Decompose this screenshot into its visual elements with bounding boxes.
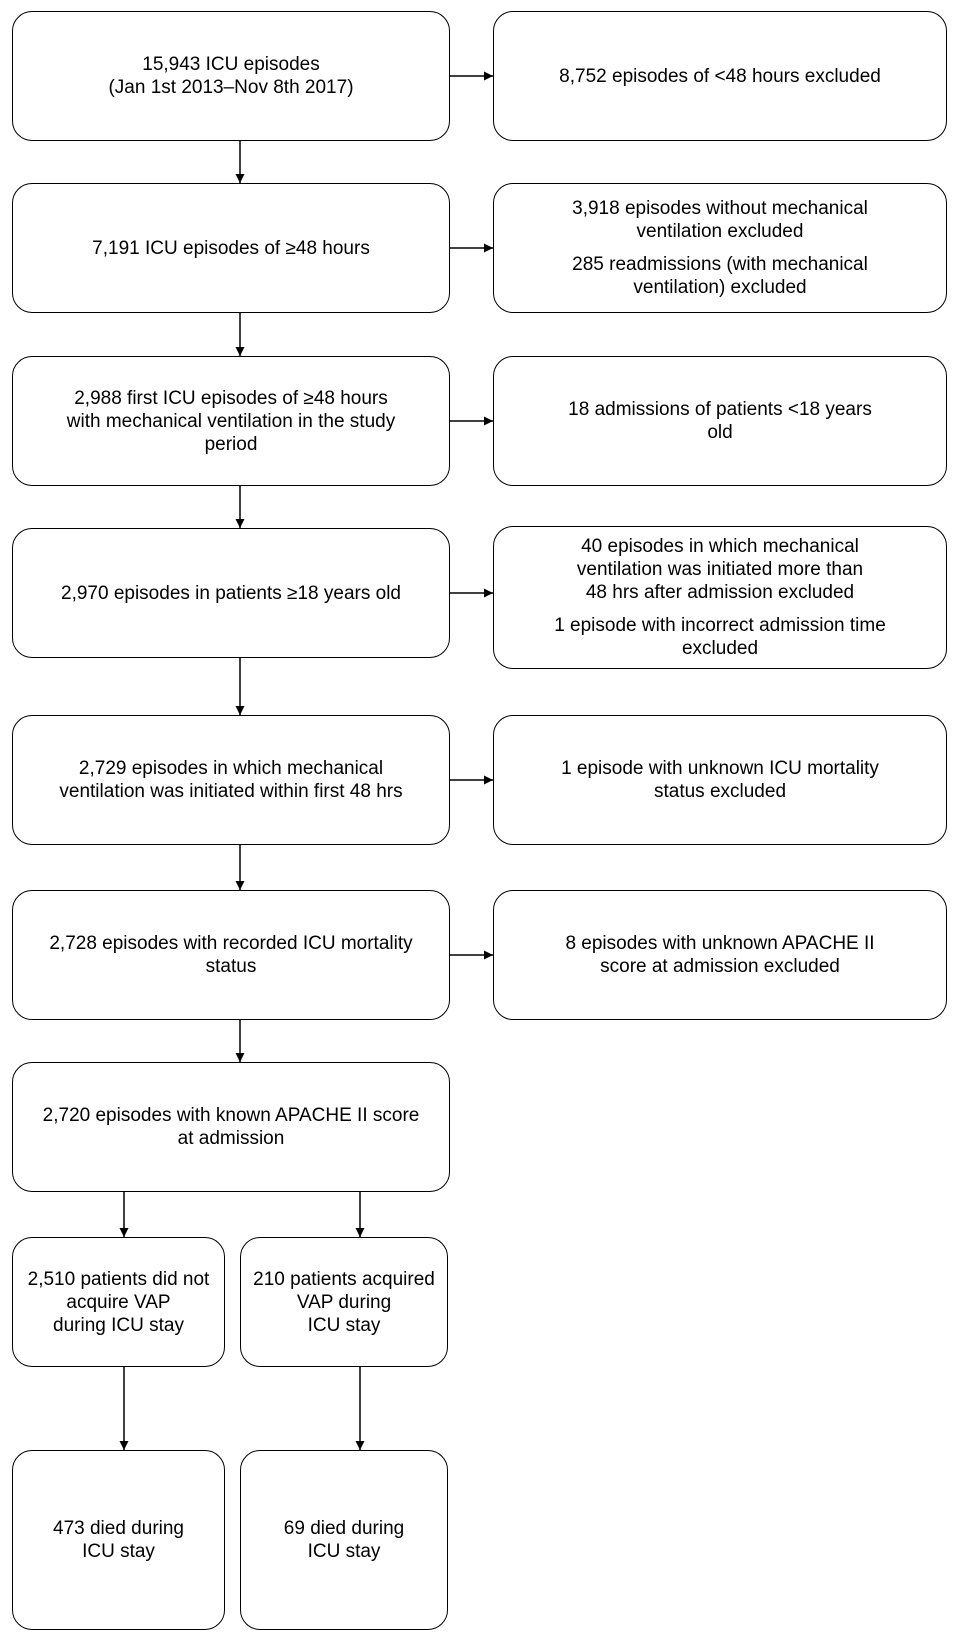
box-no-vap-deaths: 473 died during ICU stay [12, 1450, 225, 1630]
box-text-line: at admission [177, 1128, 285, 1149]
box-text-line: 18 admissions of patients <18 years [568, 399, 872, 420]
box-vap-deaths: 69 died during ICU stay [240, 1450, 448, 1630]
box-vap: 210 patients acquired VAP during ICU stay [240, 1237, 448, 1367]
box-text-line: 8 episodes with unknown APACHE II [565, 933, 875, 954]
box-text-line: (Jan 1st 2013–Nov 8th 2017) [108, 77, 354, 98]
box-text-line: 7,191 ICU episodes of ≥48 hours [92, 237, 370, 259]
box-text-line: acquire VAP [66, 1291, 171, 1313]
box-no-vap: 2,510 patients did not acquire VAP during … [12, 1237, 225, 1367]
box-text-line: 15,943 ICU episodes [142, 54, 320, 75]
box-mv-within-48h: 2,729 episodes in which mechanical ventil… [12, 715, 450, 845]
box-text-line: 1 episode with unknown ICU mortality [561, 758, 879, 779]
box-text-line: 2,720 episodes with known APACHE II scor… [42, 1105, 420, 1126]
box-total-icu-episodes: 15,943 ICU episodes (Jan 1st 2013–Nov 8th… [12, 11, 450, 141]
box-known-apache: 2,720 episodes with known APACHE II scor… [12, 1062, 450, 1192]
box-text-line: during ICU stay [53, 1314, 184, 1336]
box-text-line: status [205, 956, 257, 977]
box-text-line: VAP during [296, 1291, 392, 1313]
box-text-line: excluded [681, 638, 759, 659]
exclusion-box-short-episodes: 8,752 episodes of <48 hours excluded [493, 11, 947, 141]
box-text-line: period [204, 433, 258, 455]
box-text-line: status excluded [653, 781, 787, 802]
exclusion-box-unknown-apache: 8 episodes with unknown APACHE II score a… [493, 890, 947, 1020]
box-text-line: 210 patients acquired [253, 1268, 435, 1290]
box-text-line: 2,970 episodes in patients ≥18 years old [61, 582, 401, 604]
box-adult-episodes: 2,970 episodes in patients ≥18 years old [12, 528, 450, 658]
box-text-line: ICU stay [307, 1541, 381, 1562]
box-text-line: 48 hrs after admission excluded [585, 582, 855, 603]
box-text-line: 473 died during [53, 1518, 184, 1539]
box-text-line: ventilation) excluded [633, 277, 807, 298]
box-text-line: ventilation was initiated more than [576, 559, 864, 580]
box-text-line: 40 episodes in which mechanical [581, 536, 859, 557]
box-text-line: 285 readmissions (with mechanical [572, 254, 868, 275]
box-text-line: score at admission excluded [600, 956, 840, 977]
box-first-episodes-mv: 2,988 first ICU episodes of ≥48 hours wit… [12, 356, 450, 486]
box-recorded-mortality: 2,728 episodes with recorded ICU mortali… [12, 890, 450, 1020]
exclusion-box-late-mv: 40 episodes in which mechanical ventilati… [493, 526, 947, 669]
box-text-line: 2,729 episodes in which mechanical [78, 758, 384, 779]
box-text-line: ventilation excluded [636, 221, 804, 242]
box-text-line: 8,752 episodes of <48 hours excluded [559, 65, 881, 87]
box-text-line: 2,510 patients did not [27, 1268, 210, 1290]
box-text-line: 1 episode with incorrect admission time [554, 615, 886, 636]
box-text-line: 2,988 first ICU episodes of ≥48 hours [74, 387, 388, 409]
box-text-line: old [707, 422, 733, 443]
box-text-line: ICU stay [307, 1314, 381, 1336]
box-text-line: 69 died during [283, 1518, 405, 1539]
box-text-line: 2,728 episodes with recorded ICU mortali… [49, 933, 413, 954]
box-text-line: ICU stay [82, 1541, 155, 1562]
exclusion-box-minors: 18 admissions of patients <18 years old [493, 356, 947, 486]
box-text-line: 3,918 episodes without mechanical [572, 198, 868, 219]
box-text-line: with mechanical ventilation in the study [66, 410, 396, 432]
box-episodes-48h: 7,191 ICU episodes of ≥48 hours [12, 183, 450, 313]
box-text-line: ventilation was initiated within first 4… [59, 781, 403, 802]
exclusion-box-no-mv-readmissions: 3,918 episodes without mechanical ventila… [493, 183, 947, 313]
exclusion-box-unknown-mortality: 1 episode with unknown ICU mortality stat… [493, 715, 947, 845]
